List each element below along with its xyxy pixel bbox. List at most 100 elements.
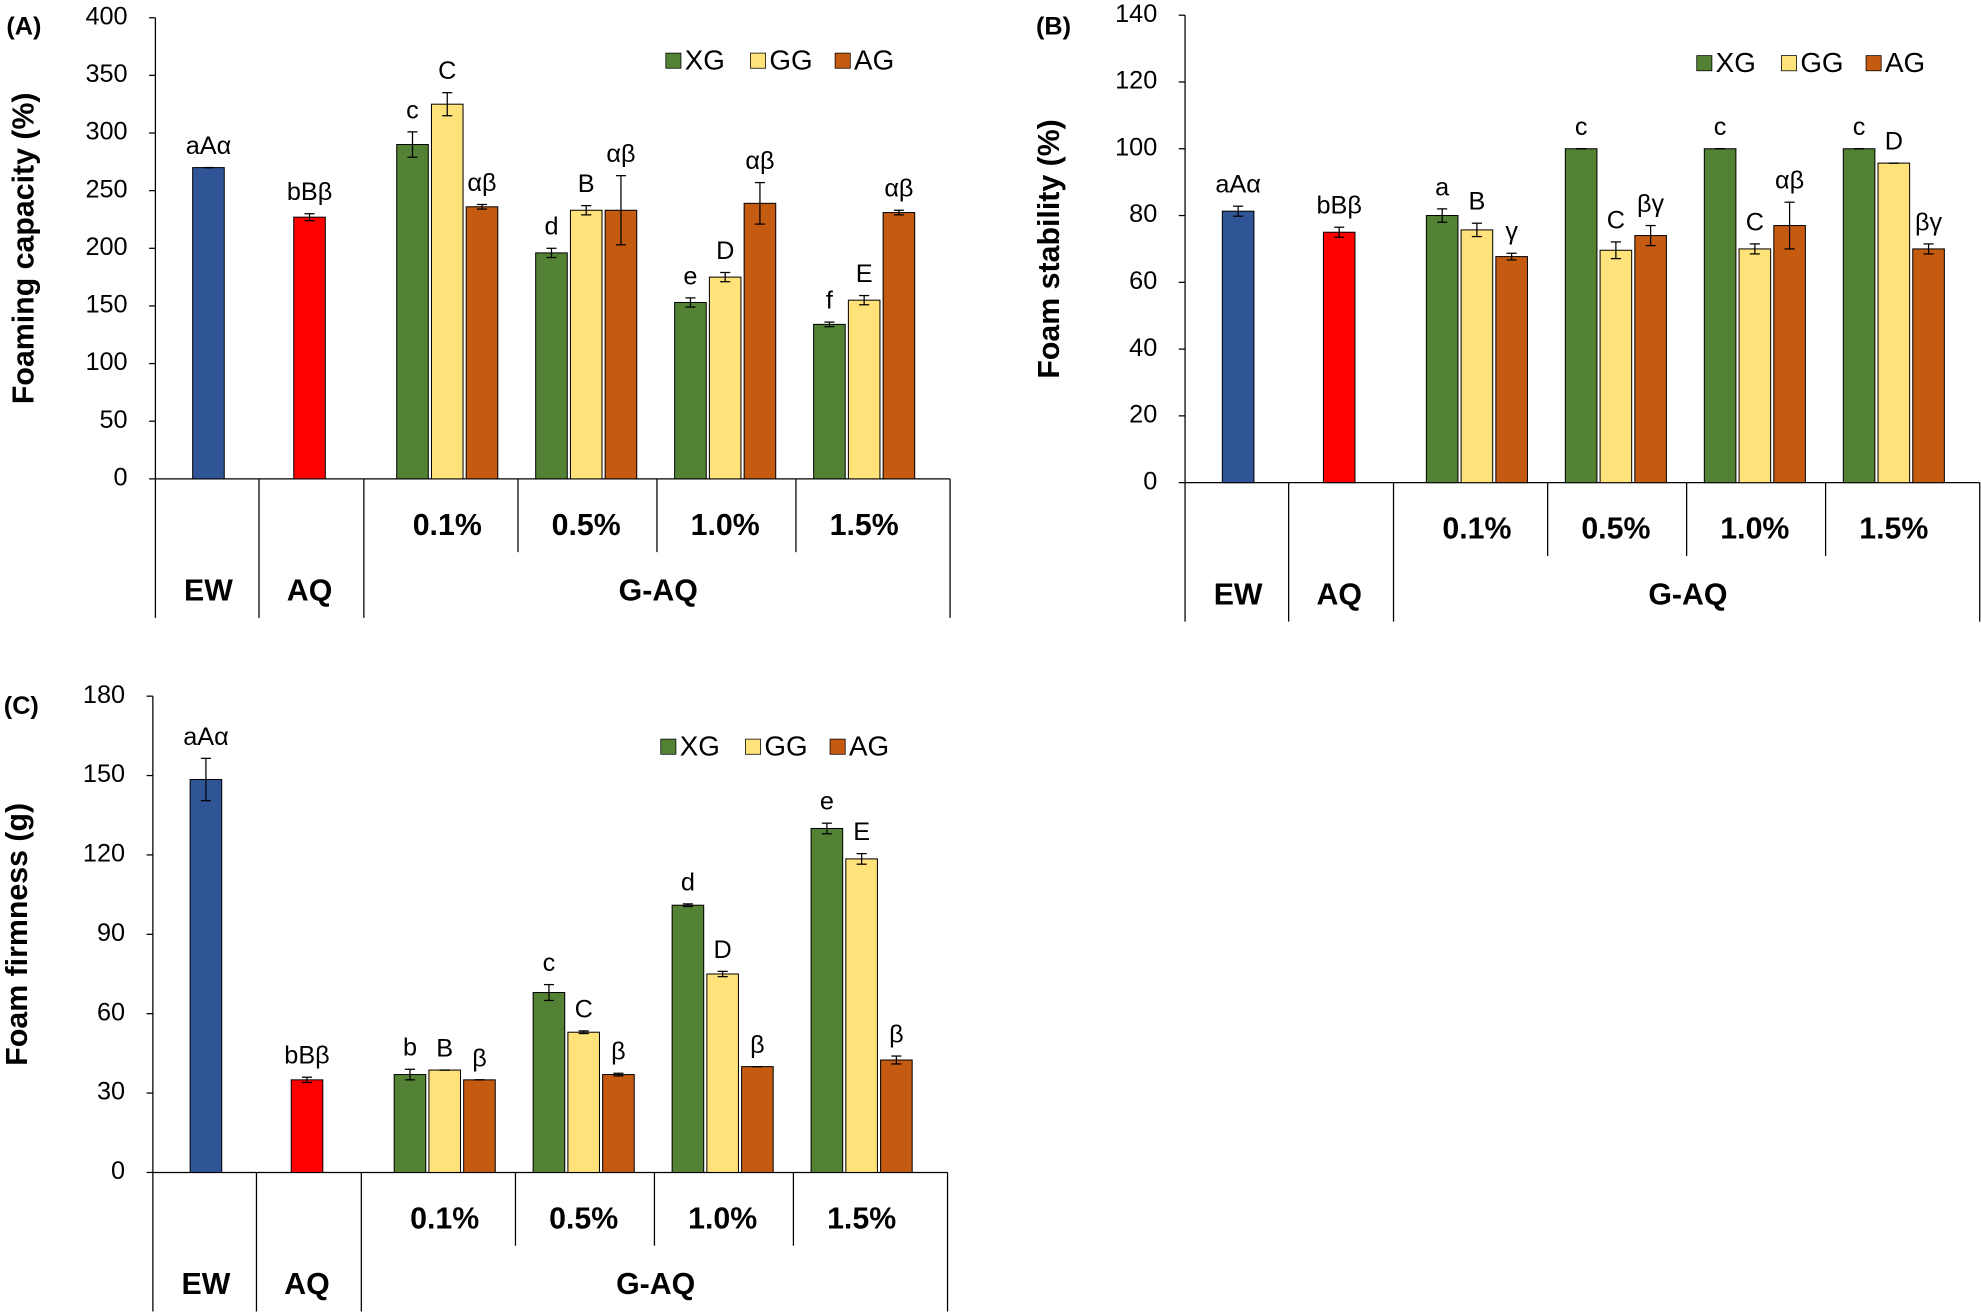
bar <box>396 144 429 480</box>
error-bar <box>859 294 870 306</box>
significance-letter: d <box>544 213 558 241</box>
bar <box>192 167 225 480</box>
y-tick-label: 350 <box>85 60 127 88</box>
panel-label: (C) <box>4 692 39 720</box>
bar <box>1425 215 1459 484</box>
bar <box>706 973 739 1173</box>
bar <box>569 209 603 480</box>
legend-label: XG <box>1716 47 1756 78</box>
significance-letter: β <box>889 1020 904 1048</box>
group-category-label: 1.0% <box>688 1202 757 1235</box>
bar <box>463 1079 496 1173</box>
legend-swatch <box>1865 55 1882 72</box>
significance-letter: E <box>853 818 870 846</box>
group-category-label: 1.5% <box>1859 513 1928 546</box>
category-label: EW <box>182 1268 231 1301</box>
significance-letter: c <box>1575 113 1588 141</box>
bar <box>845 858 878 1173</box>
y-tick-label: 250 <box>85 175 127 203</box>
legend-label: GG <box>764 730 807 761</box>
bar <box>1221 210 1255 484</box>
y-tick-label: 60 <box>1129 267 1157 295</box>
group-category-label: 0.1% <box>413 509 482 542</box>
error-bar <box>682 903 693 908</box>
significance-letter: αβ <box>606 140 635 168</box>
bar <box>810 827 844 1173</box>
error-bar <box>1506 252 1517 261</box>
error-bar <box>1923 243 1934 255</box>
y-tick-label: 80 <box>1129 200 1157 228</box>
error-bar <box>613 1072 624 1077</box>
category-label: EW <box>184 575 233 608</box>
error-bar <box>717 970 728 978</box>
significance-letter: bBβ <box>284 1042 329 1070</box>
y-axis-title: Foam stability (%) <box>1033 119 1066 378</box>
error-bar <box>1645 224 1656 247</box>
y-tick-label: 90 <box>97 919 125 947</box>
category-label: AQ <box>1316 578 1361 611</box>
y-tick-label: 120 <box>1115 67 1157 95</box>
significance-letter: αβ <box>1775 167 1804 195</box>
y-tick-label: 0 <box>1143 467 1157 495</box>
error-bar <box>404 1068 416 1081</box>
bar <box>880 1059 913 1173</box>
legend-label: AG <box>1885 47 1925 78</box>
bar <box>290 1079 324 1173</box>
category-label: AQ <box>287 575 332 608</box>
significance-letter: C <box>438 57 456 85</box>
bar <box>813 323 846 480</box>
bar <box>535 252 568 480</box>
legend-swatch <box>745 738 761 755</box>
bar <box>428 1069 462 1173</box>
bar <box>1738 248 1772 484</box>
group-category-label: 0.1% <box>410 1202 479 1235</box>
group-category-label: 1.5% <box>830 509 899 542</box>
significance-letter: aAα <box>186 132 231 160</box>
significance-letter: D <box>714 936 732 964</box>
error-bar <box>615 175 627 246</box>
error-bar <box>1233 205 1244 217</box>
group-label: G-AQ <box>1648 578 1727 611</box>
significance-letter: αβ <box>884 175 913 203</box>
legend-swatch <box>660 738 677 755</box>
significance-letter: αβ <box>467 169 496 197</box>
significance-letter: b <box>403 1034 417 1062</box>
legend-label: GG <box>1800 47 1843 78</box>
bar <box>430 103 464 480</box>
bar <box>1877 162 1911 484</box>
bar <box>1460 229 1494 484</box>
significance-letter: C <box>1607 206 1625 234</box>
legend-swatch <box>750 52 766 69</box>
error-bar <box>546 247 557 259</box>
y-tick-label: 60 <box>97 998 125 1026</box>
significance-letter: C <box>1746 208 1764 236</box>
significance-letter: e <box>683 262 697 290</box>
significance-letter: c <box>1853 113 1866 141</box>
bar <box>1495 256 1528 484</box>
bar <box>293 216 326 480</box>
error-bar <box>891 1055 902 1065</box>
significance-letter: B <box>436 1035 453 1063</box>
error-bar <box>442 92 453 117</box>
significance-letter: bBβ <box>287 178 332 206</box>
error-bar <box>1749 243 1760 255</box>
legend-swatch <box>1781 55 1797 72</box>
bar <box>393 1074 427 1173</box>
significance-letter: f <box>826 287 834 315</box>
significance-letter: aAα <box>183 723 228 751</box>
y-tick-label: 20 <box>1129 401 1157 429</box>
bar <box>1322 231 1356 484</box>
category-label: AQ <box>284 1268 329 1301</box>
bar <box>189 779 223 1173</box>
bar <box>674 301 707 480</box>
significance-letter: bBβ <box>1316 192 1361 220</box>
bar <box>1773 225 1806 484</box>
error-bar <box>304 213 315 222</box>
panel-label: (B) <box>1036 13 1071 41</box>
error-bar <box>821 822 832 835</box>
error-bar <box>1437 208 1448 223</box>
y-tick-label: 150 <box>83 760 125 788</box>
y-tick-label: 120 <box>83 840 125 868</box>
significance-letter: β <box>750 1031 765 1059</box>
